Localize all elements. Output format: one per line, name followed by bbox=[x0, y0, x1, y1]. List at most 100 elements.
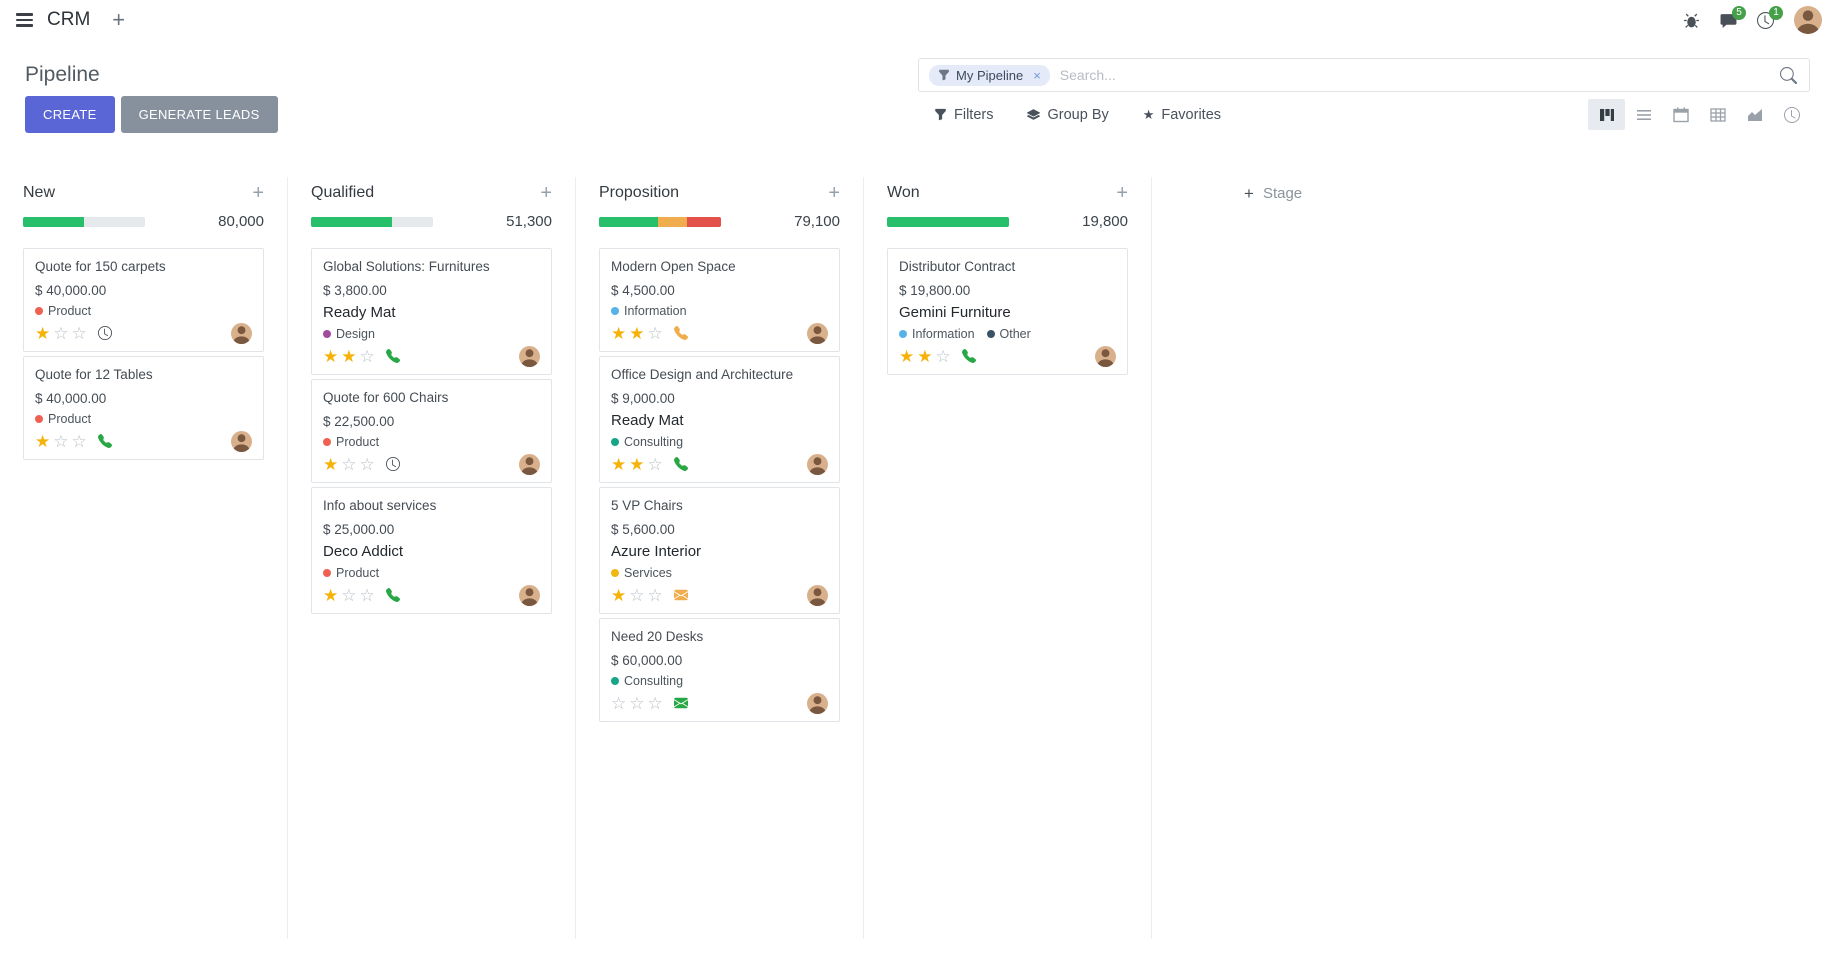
priority-star[interactable]: ★ bbox=[323, 585, 339, 605]
create-button[interactable]: CREATE bbox=[25, 96, 115, 133]
list-view-icon[interactable] bbox=[1625, 99, 1662, 130]
search-bar[interactable]: My Pipeline × bbox=[918, 58, 1810, 92]
kanban-card[interactable]: Modern Open Space $ 4,500.00 Information ★ ★… bbox=[599, 248, 840, 352]
view-switcher bbox=[1588, 99, 1810, 130]
priority-star[interactable]: ☆ bbox=[647, 454, 663, 474]
priority-star[interactable]: ☆ bbox=[71, 431, 87, 451]
pivot-view-icon[interactable] bbox=[1699, 99, 1736, 130]
kanban-card[interactable]: Distributor Contract $ 19,800.00 Gemini Fu… bbox=[887, 248, 1128, 375]
priority-star[interactable]: ★ bbox=[629, 323, 645, 343]
phone-activity-icon[interactable] bbox=[97, 434, 112, 449]
search-input[interactable] bbox=[1049, 67, 1780, 83]
add-stage-button[interactable]: + Stage bbox=[1244, 185, 1302, 202]
priority-star[interactable]: ☆ bbox=[629, 693, 645, 713]
priority-star[interactable]: ★ bbox=[611, 454, 627, 474]
card-amount: $ 5,600.00 bbox=[611, 521, 675, 537]
graph-view-icon[interactable] bbox=[1736, 99, 1773, 130]
priority-star[interactable]: ☆ bbox=[341, 454, 357, 474]
priority-star[interactable]: ☆ bbox=[53, 431, 69, 451]
clock-activity-icon[interactable] bbox=[97, 326, 112, 341]
priority-star[interactable]: ★ bbox=[899, 346, 915, 366]
messages-icon[interactable]: 5 bbox=[1720, 5, 1746, 29]
phone-activity-icon[interactable] bbox=[385, 588, 400, 603]
group-by-menu[interactable]: Group By bbox=[1027, 107, 1109, 123]
column-title: New bbox=[23, 184, 56, 201]
kanban-card[interactable]: Quote for 600 Chairs $ 22,500.00 Product ★ ☆… bbox=[311, 378, 552, 483]
priority-star[interactable]: ★ bbox=[611, 585, 627, 605]
priority-star[interactable]: ★ bbox=[917, 346, 933, 366]
priority-star[interactable]: ☆ bbox=[341, 585, 357, 605]
mail-activity-icon[interactable] bbox=[673, 696, 688, 710]
priority-star[interactable]: ☆ bbox=[359, 346, 375, 366]
kanban-card[interactable]: Quote for 12 Tables $ 40,000.00 Product ★ ☆ ☆ bbox=[23, 355, 264, 460]
tag-services: Services bbox=[611, 566, 672, 580]
column-total: 80,000 bbox=[218, 213, 264, 230]
priority-star[interactable]: ☆ bbox=[71, 323, 87, 343]
phone-activity-icon[interactable] bbox=[673, 457, 688, 472]
priority-star[interactable]: ☆ bbox=[359, 585, 375, 605]
priority-star[interactable]: ★ bbox=[341, 346, 357, 366]
progress-segment-empty[interactable] bbox=[391, 216, 433, 227]
activity-view-icon[interactable] bbox=[1773, 99, 1810, 130]
priority-star[interactable]: ☆ bbox=[611, 693, 627, 713]
priority-star[interactable]: ☆ bbox=[629, 585, 645, 605]
kanban-view-icon[interactable] bbox=[1588, 99, 1625, 130]
priority-star[interactable]: ☆ bbox=[359, 454, 375, 474]
priority-star[interactable]: ★ bbox=[629, 454, 645, 474]
phone-activity-icon[interactable] bbox=[673, 326, 688, 341]
column-progressbar[interactable] bbox=[599, 216, 721, 227]
phone-activity-icon[interactable] bbox=[961, 349, 976, 364]
facet-remove-icon[interactable]: × bbox=[1033, 67, 1041, 83]
column-progressbar[interactable] bbox=[23, 216, 145, 227]
priority-star[interactable]: ★ bbox=[35, 323, 51, 343]
priority-star[interactable]: ☆ bbox=[647, 585, 663, 605]
activities-icon[interactable]: 1 bbox=[1757, 5, 1783, 29]
calendar-view-icon[interactable] bbox=[1662, 99, 1699, 130]
priority-star[interactable]: ☆ bbox=[935, 346, 951, 366]
filters-menu[interactable]: Filters bbox=[934, 107, 993, 123]
add-record-button[interactable]: + bbox=[828, 182, 840, 204]
search-icon[interactable] bbox=[1780, 66, 1797, 84]
column-progressbar[interactable] bbox=[887, 216, 1009, 227]
priority-star[interactable]: ☆ bbox=[647, 323, 663, 343]
column-title: Won bbox=[887, 184, 920, 201]
progress-segment-empty[interactable] bbox=[84, 216, 145, 227]
kanban-card[interactable]: Need 20 Desks $ 60,000.00 Consulting ☆ ☆ ☆ bbox=[599, 617, 840, 722]
add-record-button[interactable]: + bbox=[540, 182, 552, 204]
filters-label: Filters bbox=[954, 106, 994, 123]
priority-star[interactable]: ★ bbox=[323, 346, 339, 366]
kanban-card[interactable]: Office Design and Architecture $ 9,000.00… bbox=[599, 355, 840, 483]
mail-activity-icon[interactable] bbox=[673, 588, 688, 602]
kanban-card[interactable]: 5 VP Chairs $ 5,600.00 Azure Interior Servi… bbox=[599, 486, 840, 614]
progress-segment-success[interactable] bbox=[311, 216, 392, 227]
debug-icon[interactable] bbox=[1683, 12, 1700, 29]
progress-segment-success[interactable] bbox=[23, 216, 84, 227]
priority-star[interactable]: ★ bbox=[35, 431, 51, 451]
priority-star[interactable]: ☆ bbox=[647, 693, 663, 713]
generate-leads-button[interactable]: GENERATE LEADS bbox=[120, 96, 278, 133]
kanban-card[interactable]: Quote for 150 carpets $ 40,000.00 Product ★… bbox=[23, 248, 264, 352]
priority-star[interactable]: ★ bbox=[611, 323, 627, 343]
add-record-button[interactable]: + bbox=[252, 182, 264, 204]
priority-star[interactable]: ★ bbox=[323, 454, 339, 474]
progress-segment-warning[interactable] bbox=[657, 216, 687, 227]
nav-plus-icon[interactable]: + bbox=[112, 7, 126, 32]
user-avatar[interactable] bbox=[1794, 6, 1822, 34]
add-record-button[interactable]: + bbox=[1116, 182, 1128, 204]
kanban-card[interactable]: Global Solutions: Furnitures $ 3,800.00 Re… bbox=[311, 248, 552, 375]
clock-activity-icon[interactable] bbox=[385, 457, 400, 472]
priority-star[interactable]: ☆ bbox=[53, 323, 69, 343]
control-panel-top: Pipeline My Pipeline × bbox=[0, 58, 1838, 92]
phone-activity-icon[interactable] bbox=[385, 349, 400, 364]
favorites-menu[interactable]: ★ Favorites bbox=[1143, 107, 1221, 123]
app-name[interactable]: CRM bbox=[47, 9, 91, 30]
progress-segment-danger[interactable] bbox=[686, 216, 721, 227]
progress-segment-success[interactable] bbox=[887, 216, 1009, 227]
progress-segment-success[interactable] bbox=[599, 216, 658, 227]
layers-icon bbox=[1027, 109, 1041, 120]
column-title: Qualified bbox=[311, 184, 375, 201]
kanban-card[interactable]: Info about services $ 25,000.00 Deco Addic… bbox=[311, 486, 552, 614]
search-facet[interactable]: My Pipeline × bbox=[929, 64, 1050, 86]
apps-menu-icon[interactable] bbox=[16, 13, 33, 27]
column-progressbar[interactable] bbox=[311, 216, 433, 227]
